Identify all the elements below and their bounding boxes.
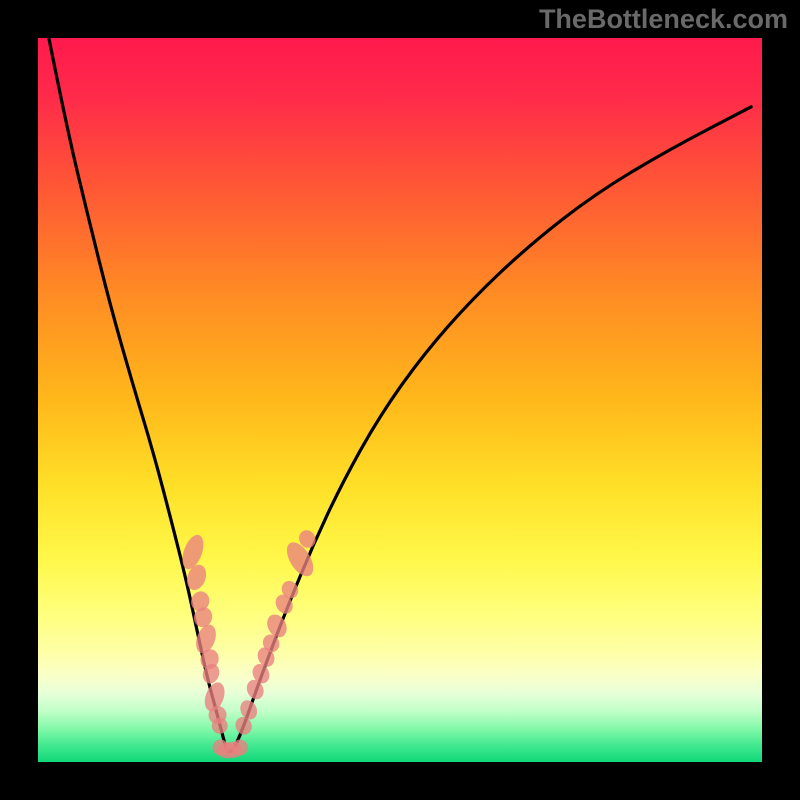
curve-path xyxy=(49,38,751,752)
plot-area xyxy=(38,38,762,762)
bottleneck-curve xyxy=(38,38,762,762)
watermark-text: TheBottleneck.com xyxy=(539,4,788,35)
chart-frame: TheBottleneck.com xyxy=(0,0,800,800)
highlight-marker xyxy=(232,740,248,756)
highlight-markers xyxy=(178,527,318,758)
